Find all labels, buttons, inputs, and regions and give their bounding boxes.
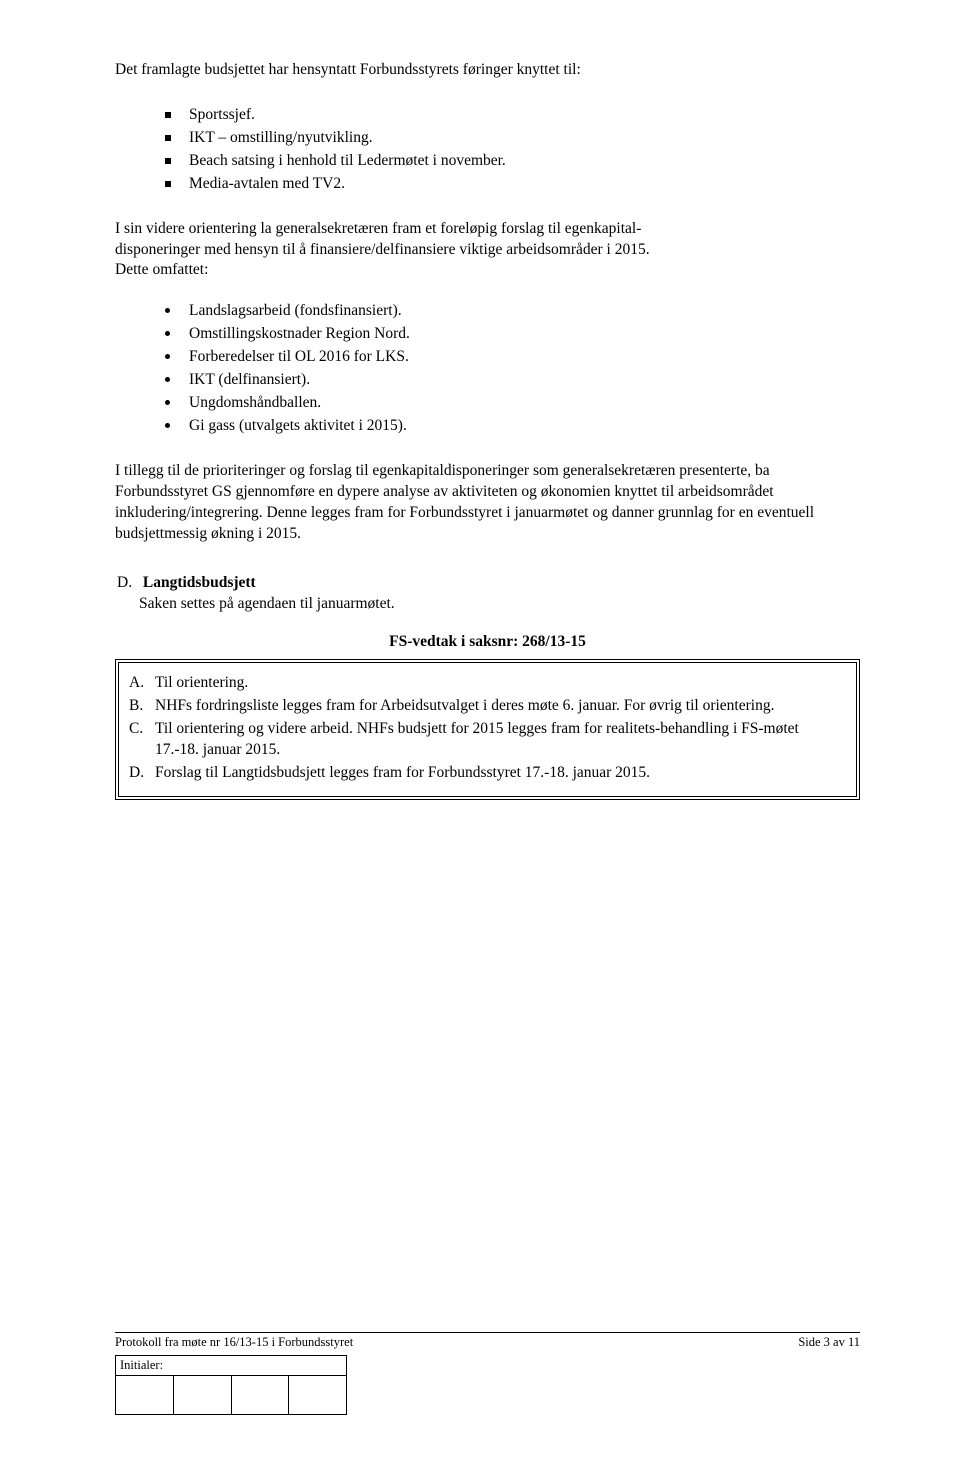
initials-cell [116, 1376, 174, 1414]
list-item: IKT (delfinansiert). [165, 370, 860, 391]
resolution-list: A. Til orientering. B. NHFs fordringslis… [129, 673, 846, 784]
resolution-heading: FS-vedtak i saksnr: 268/13-15 [115, 632, 860, 653]
section-d-body: Saken settes på agendaen til januarmøtet… [115, 594, 860, 615]
initials-cell [174, 1376, 232, 1414]
disc-bullet-list: Landslagsarbeid (fondsfinansiert). Omsti… [115, 301, 860, 437]
item-letter: B. [129, 696, 143, 717]
list-item: Beach satsing i henhold til Ledermøtet i… [165, 151, 860, 172]
intro-paragraph: Det framlagte budsjettet har hensyntatt … [115, 60, 860, 81]
para2-line2: disponeringer med hensyn til å finansier… [115, 240, 860, 261]
resolution-box: A. Til orientering. B. NHFs fordringslis… [115, 659, 860, 800]
initials-boxes [115, 1375, 347, 1415]
item-letter: D. [129, 763, 144, 784]
item-letter: C. [129, 719, 143, 740]
resolution-item: A. Til orientering. [129, 673, 846, 694]
list-item: Omstillingskostnader Region Nord. [165, 324, 860, 345]
initials-label: Initialer: [115, 1355, 347, 1375]
item-text: NHFs fordringsliste legges fram for Arbe… [155, 697, 774, 714]
footer-right: Side 3 av 11 [798, 1334, 860, 1351]
para2-line1: I sin videre orientering la generalsekre… [115, 219, 860, 240]
section-d-heading: D. Langtidsbudsjett [115, 573, 860, 594]
initials-cell [289, 1376, 346, 1414]
list-item: Forberedelser til OL 2016 for LKS. [165, 347, 860, 368]
list-item: Sportssjef. [165, 105, 860, 126]
para3: I tillegg til de prioriteringer og forsl… [115, 461, 860, 545]
resolution-item: D. Forslag til Langtidsbudsjett legges f… [129, 763, 846, 784]
section-title: Langtidsbudsjett [143, 574, 256, 591]
item-letter: A. [129, 673, 144, 694]
resolution-item: C. Til orientering og videre arbeid. NHF… [129, 719, 846, 761]
item-text: Til orientering. [155, 674, 248, 691]
list-item: Gi gass (utvalgets aktivitet i 2015). [165, 416, 860, 437]
page-footer: Protokoll fra møte nr 16/13-15 i Forbund… [115, 1332, 860, 1415]
footer-left: Protokoll fra møte nr 16/13-15 i Forbund… [115, 1334, 353, 1351]
list-item: IKT – omstilling/nyutvikling. [165, 128, 860, 149]
list-item: Ungdomshåndballen. [165, 393, 860, 414]
para2-line3: Dette omfattet: [115, 260, 860, 281]
item-text: Til orientering og videre arbeid. NHFs b… [155, 720, 799, 758]
resolution-item: B. NHFs fordringsliste legges fram for A… [129, 696, 846, 717]
initials-cell [232, 1376, 290, 1414]
square-bullet-list: Sportssjef. IKT – omstilling/nyutvikling… [115, 105, 860, 195]
section-letter: D. [117, 573, 139, 594]
item-text: Forslag til Langtidsbudsjett legges fram… [155, 764, 650, 781]
list-item: Landslagsarbeid (fondsfinansiert). [165, 301, 860, 322]
list-item: Media-avtalen med TV2. [165, 174, 860, 195]
